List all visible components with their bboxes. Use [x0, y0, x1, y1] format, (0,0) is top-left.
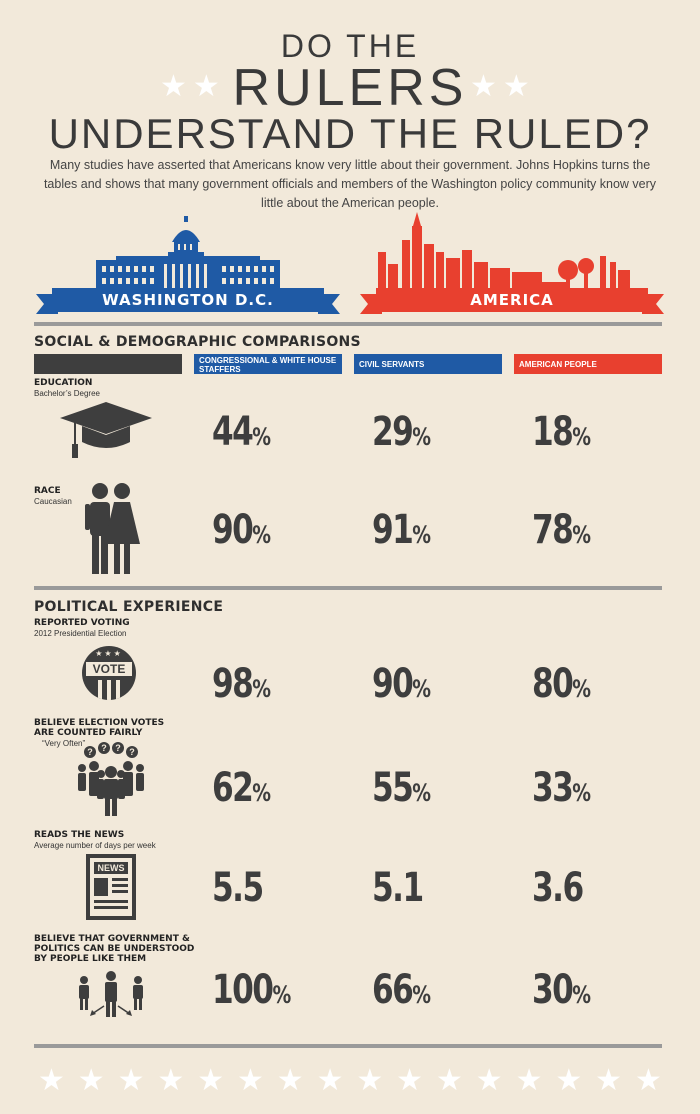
- column-header-civil-servants: CIVIL SERVANTS: [354, 354, 502, 374]
- news-label: READS THE NEWS: [34, 830, 125, 840]
- vote-badge-icon: ★★★ VOTE: [82, 646, 136, 700]
- people-network-icon: [79, 971, 143, 1017]
- star-icon: ★★★: [95, 649, 123, 658]
- education-label: EDUCATION: [34, 378, 93, 388]
- crowd-figures-icon: [78, 761, 144, 816]
- star-icon: ★: [276, 1064, 304, 1097]
- race-label: RACE: [34, 486, 61, 496]
- question-bubble-icon: ?: [112, 742, 124, 754]
- title-line-2: RULERS: [232, 59, 468, 117]
- race-value-staffers: 90%: [212, 507, 272, 553]
- star-icon: ★: [356, 1064, 384, 1097]
- education-value-staffers: 44%: [212, 409, 272, 455]
- star-icon: ★: [157, 1064, 185, 1097]
- capitol-building-icon: [96, 216, 280, 290]
- star-icon: ★: [117, 1064, 145, 1097]
- title-line-1: DO THE: [280, 28, 420, 64]
- column-header-staffers: CONGRESSIONAL & WHITE HOUSE STAFFERS: [194, 354, 342, 374]
- fair-votes-value-american-people: 33%: [532, 765, 592, 811]
- column-header-american-people: AMERICAN PEOPLE: [514, 354, 662, 374]
- star-icon: ★: [435, 1064, 463, 1097]
- star-icon: ★: [396, 1064, 424, 1097]
- intro-text: Many studies have asserted that American…: [43, 158, 657, 210]
- star-icon: ★: [77, 1064, 105, 1097]
- title-line-3: UNDERSTAND THE RULED?: [48, 110, 652, 157]
- star-icon: ★: [502, 70, 530, 103]
- understood-label-line3: BY PEOPLE LIKE THEM: [34, 954, 147, 964]
- education-value-civil-servants: 29%: [372, 409, 432, 455]
- fair-votes-value-staffers: 62%: [212, 765, 272, 811]
- understood-label-line1: BELIEVE THAT GOVERNMENT &: [34, 934, 190, 944]
- star-icon: ★: [197, 1064, 225, 1097]
- question-bubble-icon: ?: [98, 742, 110, 754]
- newspaper-masthead: NEWS: [94, 862, 128, 874]
- banner-ribbon-icon: [360, 288, 664, 314]
- star-icon: ★: [470, 70, 497, 103]
- title-stars-right: ★ ★: [470, 72, 530, 102]
- question-bubble-icon: ?: [126, 746, 138, 758]
- star-icon: ★: [634, 1064, 662, 1097]
- vote-badge-text: VOTE: [86, 662, 132, 676]
- voting-label: REPORTED VOTING: [34, 618, 130, 628]
- washington-dc-label: WASHINGTON D.C.: [102, 291, 274, 309]
- banner-ribbon-icon: [36, 288, 340, 314]
- fair-votes-label-line1: BELIEVE ELECTION VOTES: [34, 718, 165, 728]
- news-value-civil-servants: 5.1: [372, 865, 424, 911]
- star-icon: ★: [475, 1064, 503, 1097]
- news-sublabel: Average number of days per week: [34, 841, 156, 850]
- star-icon: ★: [192, 70, 220, 103]
- race-value-american-people: 78%: [532, 507, 592, 553]
- fair-votes-value-civil-servants: 55%: [372, 765, 432, 811]
- understood-value-staffers: 100%: [212, 967, 292, 1013]
- news-value-staffers: 5.5: [212, 865, 264, 911]
- star-icon: ★: [595, 1064, 623, 1097]
- man-woman-icon: [85, 483, 140, 574]
- social-section-title: SOCIAL & DEMOGRAPHIC COMPARISONS: [34, 334, 361, 350]
- graduation-cap-icon: [60, 402, 152, 458]
- fair-votes-sublabel: “Very Often”: [42, 739, 86, 748]
- newspaper-icon: NEWS: [86, 854, 136, 920]
- race-value-civil-servants: 91%: [372, 507, 432, 553]
- political-section-title: POLITICAL EXPERIENCE: [34, 599, 224, 615]
- race-sublabel: Caucasian: [34, 497, 72, 506]
- education-sublabel: Bachelor’s Degree: [34, 389, 100, 398]
- america-label: AMERICA: [470, 291, 554, 309]
- news-value-american-people: 3.6: [532, 865, 584, 911]
- voting-value-american-people: 80%: [532, 661, 592, 707]
- star-icon: ★: [160, 70, 187, 103]
- divider: [34, 586, 662, 590]
- america-banner: AMERICA: [360, 288, 664, 316]
- questioning-crowd-icon: ? ? ? ?: [76, 742, 146, 816]
- star-icon: ★: [38, 1064, 65, 1097]
- voting-sublabel: 2012 Presidential Election: [34, 629, 127, 638]
- footer-stars: ★ ★ ★ ★ ★ ★ ★ ★ ★ ★ ★ ★ ★ ★ ★ ★: [38, 1066, 662, 1096]
- washington-dc-banner: WASHINGTON D.C.: [36, 288, 340, 316]
- fair-votes-label-line2: ARE COUNTED FAIRLY: [34, 728, 143, 738]
- star-icon: ★: [316, 1064, 344, 1097]
- column-header-blank: [34, 354, 182, 374]
- star-icon: ★: [515, 1064, 543, 1097]
- education-value-american-people: 18%: [532, 409, 592, 455]
- voting-value-civil-servants: 90%: [372, 661, 432, 707]
- star-icon: ★: [555, 1064, 583, 1097]
- divider: [34, 1044, 662, 1048]
- title-stars-left: ★ ★: [160, 72, 220, 102]
- question-bubble-icon: ?: [84, 746, 96, 758]
- understood-label-line2: POLITICS CAN BE UNDERSTOOD: [34, 944, 195, 954]
- star-icon: ★: [236, 1064, 264, 1097]
- divider: [34, 322, 662, 326]
- america-skyline-icon: [378, 212, 630, 292]
- understood-value-american-people: 30%: [532, 967, 592, 1013]
- voting-value-staffers: 98%: [212, 661, 272, 707]
- understood-value-civil-servants: 66%: [372, 967, 432, 1013]
